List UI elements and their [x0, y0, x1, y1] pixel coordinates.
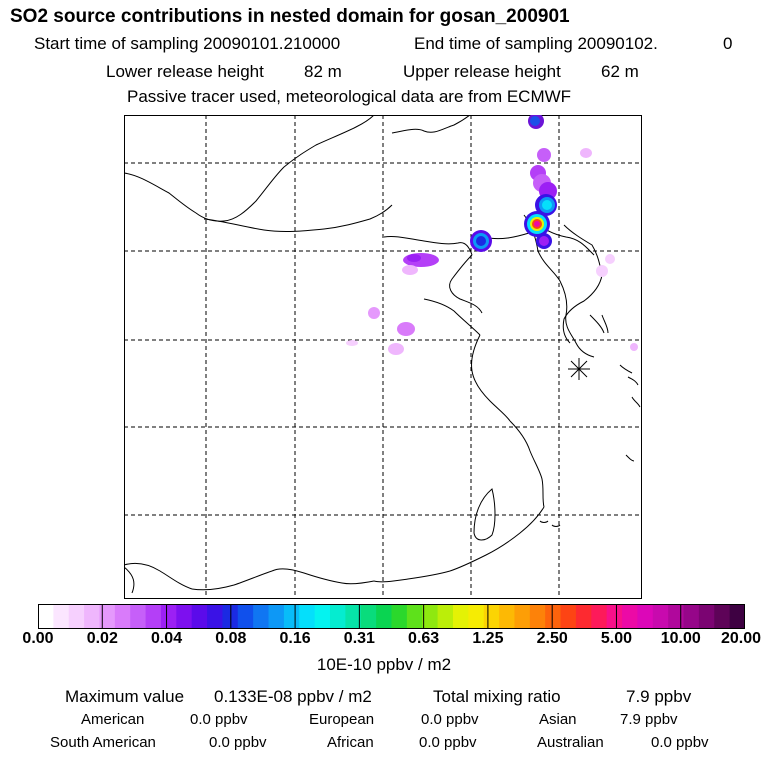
colorbar-swatch [360, 604, 377, 629]
colorbar-swatch [437, 604, 454, 629]
colorbar-swatch [191, 604, 208, 629]
colorbar-swatch [237, 604, 254, 629]
region-value-asian: 7.9 ppbv [620, 711, 678, 728]
colorbar-tick-label: 0.08 [215, 630, 247, 647]
concentration-plume [346, 115, 638, 355]
colorbar [38, 604, 745, 629]
total-mixing-label: Total mixing ratio [433, 687, 561, 706]
colorbar-swatch [499, 604, 516, 629]
region-value-american: 0.0 ppbv [190, 711, 248, 728]
colorbar-swatch [299, 604, 316, 629]
grid-lines [124, 115, 642, 599]
colorbar-swatch [207, 604, 224, 629]
lower-release-label: Lower release height [106, 62, 264, 81]
region-name-european: European [309, 711, 375, 728]
region-value-european: 0.0 ppbv [421, 711, 479, 728]
end-time-suffix: 0 [723, 34, 733, 53]
region-name-american: American [81, 711, 145, 728]
colorbar-swatch [606, 604, 623, 629]
colorbar-swatch [176, 604, 193, 629]
end-time-label: End time of sampling 20090102. [414, 34, 658, 53]
max-value-label: Maximum value [65, 687, 185, 706]
lower-release-value: 82 m [304, 62, 342, 81]
upper-release-label: Upper release height [403, 62, 561, 81]
colorbar-swatch [668, 604, 685, 629]
nested-domain-map [124, 115, 642, 599]
station-marker [568, 358, 590, 380]
colorbar-swatch [99, 604, 116, 629]
colorbar-tick-label: 10.00 [660, 630, 701, 647]
region-name-african: African [327, 734, 374, 751]
colorbar-swatch [622, 604, 639, 629]
total-mixing-value: 7.9 ppbv [626, 687, 692, 706]
colorbar-swatch [545, 604, 562, 629]
colorbar-swatch [160, 604, 177, 629]
colorbar-swatch [53, 604, 70, 629]
region-name-south-american: South American [50, 734, 156, 751]
region-value-south-american: 0.0 ppbv [209, 734, 267, 751]
colorbar-swatch [514, 604, 531, 629]
colorbar-swatch [652, 604, 669, 629]
colorbar-swatch [560, 604, 577, 629]
map-title: SO2 source contributions in nested domai… [10, 6, 570, 27]
region-value-australian: 0.0 ppbv [651, 734, 709, 751]
colorbar-tick-label: 0.04 [150, 630, 183, 647]
colorbar-tick-label: 0.31 [343, 630, 375, 647]
colorbar-tick-label: 0.16 [279, 630, 311, 647]
colorbar-swatch [114, 604, 131, 629]
colorbar-swatch [452, 604, 469, 629]
colorbar-swatch [729, 604, 745, 629]
colorbar-swatch [330, 604, 346, 629]
colorbar-tick-label: 0.02 [86, 630, 118, 647]
colorbar-swatch [376, 604, 393, 629]
colorbar-tick-label: 2.50 [536, 630, 568, 647]
colorbar-swatch [345, 604, 362, 629]
colorbar-tick-label: 1.25 [472, 630, 504, 647]
colorbar-swatch [575, 604, 592, 629]
region-name-asian: Asian [539, 711, 577, 728]
colorbar-units: 10E-10 ppbv / m2 [316, 655, 452, 674]
colorbar-swatch [84, 604, 101, 629]
colorbar-swatch [637, 604, 654, 629]
colorbar-swatch [406, 604, 423, 629]
colorbar-swatch [145, 604, 162, 629]
colorbar-swatch [483, 604, 500, 629]
colorbar-swatch [283, 604, 300, 629]
colorbar-swatch [683, 604, 700, 629]
colorbar-frame [38, 604, 745, 629]
colorbar-swatch [468, 604, 485, 629]
colorbar-tick-label: 0.63 [408, 630, 440, 647]
colorbar-swatch [591, 604, 608, 629]
colorbar-swatch [529, 604, 546, 629]
colorbar-swatch [130, 604, 147, 629]
colorbar-swatch [714, 604, 731, 629]
region-value-african: 0.0 ppbv [419, 734, 477, 751]
tracer-note: Passive tracer used, meteorological data… [127, 87, 572, 106]
colorbar-swatch [698, 604, 715, 629]
colorbar-swatch [422, 604, 439, 629]
colorbar-swatch [38, 604, 54, 629]
colorbar-swatch [253, 604, 270, 629]
colorbar-tick-label: 20.00 [720, 630, 762, 647]
colorbar-tick-label: 0.00 [22, 630, 54, 647]
colorbar-tick-label: 5.00 [600, 630, 633, 647]
upper-release-value: 62 m [601, 62, 639, 81]
colorbar-swatch [391, 604, 408, 629]
max-value: 0.133E-08 ppbv / m2 [214, 687, 372, 706]
start-time-label: Start time of sampling 20090101.210000 [34, 34, 341, 53]
colorbar-swatch [68, 604, 85, 629]
colorbar-swatch [268, 604, 285, 629]
region-name-australian: Australian [537, 734, 604, 751]
colorbar-swatch [314, 604, 331, 629]
